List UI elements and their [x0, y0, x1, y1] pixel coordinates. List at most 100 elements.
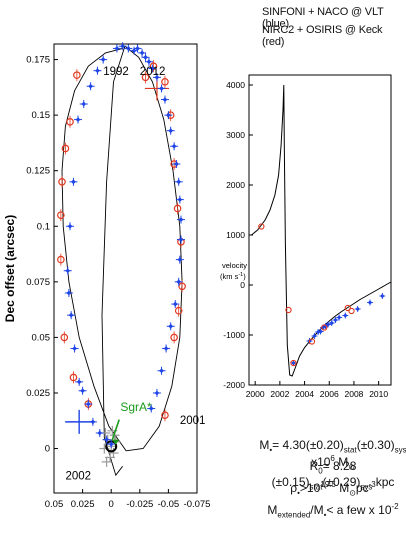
- keck-point: [178, 282, 186, 291]
- keck-point: [57, 255, 65, 264]
- vlt-point: [178, 237, 184, 243]
- orbit-year-label: 2002: [65, 471, 91, 483]
- orbit-xtick-label: -0.025: [126, 499, 153, 510]
- keck-point: [66, 117, 74, 126]
- velocity-model-curve: [251, 84, 392, 377]
- velocity-vlt-point: [380, 293, 385, 299]
- orbit-ytick-label: 0.075: [26, 277, 50, 288]
- vlt-point: [168, 128, 174, 134]
- vlt-point: [177, 197, 183, 202]
- mass-ratio-equation: Mextended/M•< a few x 10-2: [267, 502, 399, 520]
- legend-keck-text: NIRC2 + OSIRIS @ Keck (red): [262, 24, 383, 48]
- vlt-point: [177, 257, 183, 263]
- orbit-curve: [61, 45, 183, 477]
- velocity-ytick-label: 0: [240, 280, 245, 290]
- velocity-vlt-point: [329, 320, 334, 326]
- keck-point: [161, 77, 169, 86]
- vlt-point: [108, 441, 114, 447]
- velocity-vlt-point: [312, 333, 317, 339]
- vlt-point: [174, 161, 179, 167]
- vlt-point: [154, 390, 160, 396]
- vlt-point: [72, 346, 77, 351]
- keck-point: [174, 306, 183, 315]
- vlt-point: [95, 68, 100, 74]
- vlt-point: [154, 74, 160, 80]
- vlt-point: [168, 323, 174, 329]
- velocity-vlt-point: [291, 360, 296, 366]
- vlt-point: [162, 97, 168, 102]
- velocity-keck-point: [308, 338, 316, 345]
- orbit-xtick-label: 0.025: [71, 499, 95, 510]
- vlt-point: [81, 101, 87, 107]
- orbit-ytick-label: 0.025: [26, 388, 50, 399]
- vlt-point: [172, 301, 178, 307]
- velocity-ytick-label: 4000: [226, 80, 245, 90]
- vlt-point: [149, 66, 155, 71]
- velocity-keck-point: [344, 304, 351, 312]
- vlt-point: [75, 117, 81, 122]
- velocity-ylabel-unit: (km s-1): [220, 272, 246, 281]
- velocity-keck-point: [290, 359, 297, 367]
- vlt-point: [88, 83, 94, 89]
- keck-point: [57, 211, 65, 219]
- keck-point: [173, 204, 182, 213]
- vlt-point: [100, 57, 106, 62]
- velocity-xtick-label: 2006: [320, 389, 339, 399]
- vlt-point: [120, 43, 126, 49]
- velocity-keck-point: [348, 307, 355, 315]
- orbit-ytick-label: 0.05: [32, 332, 51, 343]
- orbit-ytick-label: 0.175: [26, 55, 50, 66]
- vlt-point: [159, 368, 164, 374]
- vlt-point: [66, 290, 72, 296]
- orbit-ylabel: Dec offset (arcsec): [3, 215, 17, 322]
- orbit-ytick-label: 0.1: [37, 221, 50, 232]
- velocity-chart: 2000 2002 2004 2006 2008 2010 -2000 -1000 0 1000 2…: [220, 74, 392, 399]
- velocity-xtick-label: 2002: [270, 389, 289, 399]
- keck-point: [73, 71, 81, 79]
- orbit-xtick-label: 0.05: [45, 499, 64, 510]
- vlt-point: [178, 217, 184, 222]
- vlt-point: [143, 54, 148, 60]
- orbit-chart: 0.05 0.025 0 -0.025 -0.05 -0.075 0 0.025 0.05 0.0…: [3, 42, 210, 510]
- vlt-point: [67, 223, 73, 229]
- velocity-vlt-point: [318, 329, 323, 334]
- velocity-xtick-label: 2004: [295, 389, 314, 399]
- vlt-point: [85, 401, 91, 407]
- vlt-point: [114, 46, 120, 51]
- density-equation: ρ•>1019.5 M⊙pc-3: [290, 480, 376, 498]
- vlt-point: [176, 179, 182, 185]
- velocity-keck-point: [321, 324, 328, 331]
- velocity-ylabel: velocity: [222, 261, 247, 270]
- velocity-vlt-point: [355, 306, 360, 312]
- orbit-ytick-label: 0.125: [26, 166, 50, 177]
- orbit-year-label: 1992: [103, 66, 129, 78]
- vlt-point: [146, 59, 152, 65]
- vlt-point: [171, 143, 177, 149]
- orbit-frame: [53, 43, 198, 494]
- velocity-ytick-label: 2000: [226, 180, 245, 190]
- keck-point: [161, 411, 169, 420]
- vlt-point: [125, 46, 131, 51]
- velocity-vlt-point: [336, 315, 342, 320]
- orbit-year-label: 2012: [140, 66, 166, 78]
- keck-point: [58, 178, 66, 186]
- vlt-point: [163, 346, 169, 351]
- velocity-keck-point: [285, 306, 292, 314]
- keck-point: [69, 373, 78, 382]
- velocity-vlt-point: [367, 300, 373, 305]
- vlt-point: [104, 437, 110, 443]
- vlt-point: [166, 112, 171, 118]
- velocity-ytick-label: -1000: [223, 330, 245, 340]
- velocity-keck-point: [258, 223, 265, 230]
- sgr-a-star-arrow: [111, 419, 120, 440]
- velocity-frame: [248, 74, 392, 386]
- vlt-point: [65, 268, 71, 274]
- vlt-point: [80, 388, 85, 394]
- orbit-ytick-label: 0: [45, 444, 50, 455]
- keck-point: [60, 333, 69, 342]
- velocity-ytick-label: 3000: [226, 130, 245, 140]
- vlt-point: [159, 86, 164, 91]
- orbit-year-label: 2001: [180, 415, 206, 427]
- vlt-point: [139, 50, 145, 56]
